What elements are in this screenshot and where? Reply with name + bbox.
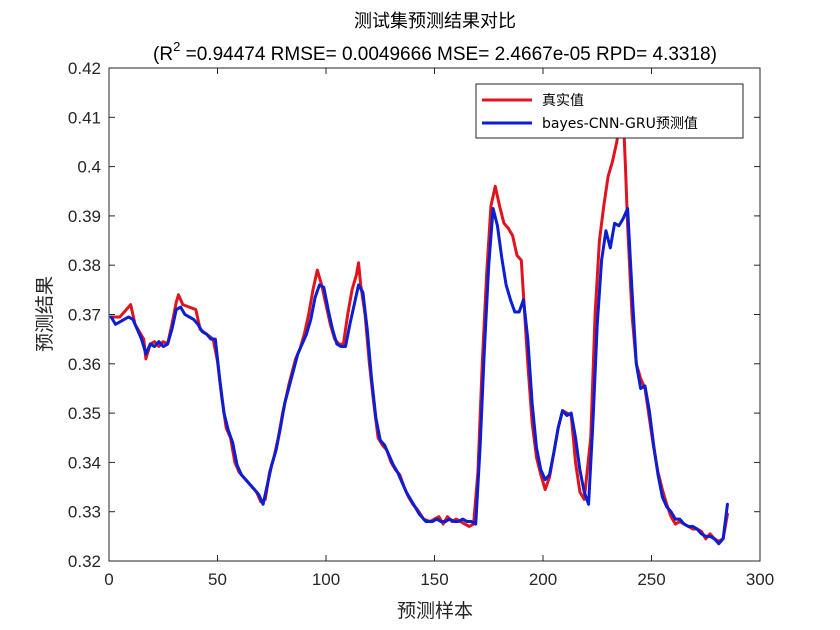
subtitle-superscript: 2 (173, 39, 180, 54)
axes (108, 67, 761, 562)
y-tick-label: 0.34 (68, 453, 101, 472)
x-tick-label: 250 (637, 570, 665, 589)
legend-box (475, 83, 744, 139)
legend: 真实值 bayes-CNN-GRU预测值 (475, 83, 744, 139)
y-axis-label: 预测结果 (34, 276, 56, 352)
x-axis-label: 预测样本 (397, 600, 473, 622)
y-tick-label: 0.33 (68, 503, 101, 522)
series-line-predicted-value (109, 207, 729, 546)
subtitle-prefix: (R (153, 44, 173, 65)
series-layer (109, 113, 729, 546)
chart-subtitle: (R2 =0.94474 RMSE= 0.0049666 MSE= 2.4667… (153, 39, 717, 65)
x-tick-label: 0 (104, 570, 113, 589)
y-tick-label: 0.37 (68, 306, 101, 325)
x-tick-label: 100 (312, 570, 340, 589)
x-tick-label: 50 (208, 570, 227, 589)
x-tick-label: 300 (746, 570, 774, 589)
plot-area (109, 68, 760, 561)
y-tick-label: 0.4 (77, 158, 101, 177)
y-tick-label: 0.41 (68, 108, 101, 127)
y-tick-label: 0.32 (68, 552, 101, 571)
y-tick-label: 0.38 (68, 256, 101, 275)
legend-label-predicted-value: bayes-CNN-GRU预测值 (542, 116, 698, 132)
subtitle-metrics: =0.94474 RMSE= 0.0049666 MSE= 2.4667e-05… (180, 44, 717, 65)
legend-label-true-value: 真实值 (542, 93, 584, 109)
y-tick-label: 0.42 (68, 59, 101, 78)
tick-labels: 0 50 100 150 200 250 300 0.32 0.33 0.34 0.35 0.36 0.… (68, 59, 774, 589)
x-tick-label: 200 (529, 570, 557, 589)
y-tick-label: 0.36 (68, 355, 101, 374)
y-tick-label: 0.39 (68, 207, 101, 226)
x-tick-label: 150 (420, 570, 448, 589)
chart-title: 测试集预测结果对比 (354, 11, 516, 32)
y-tick-label: 0.35 (68, 404, 101, 423)
